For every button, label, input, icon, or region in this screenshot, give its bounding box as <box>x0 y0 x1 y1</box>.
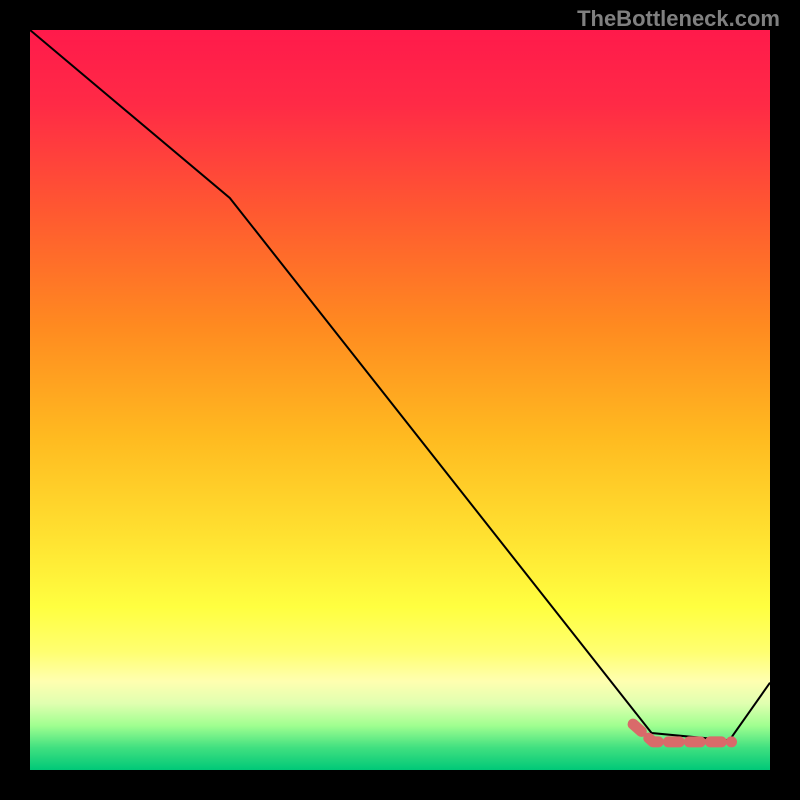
watermark-text: TheBottleneck.com <box>577 6 780 32</box>
chart-svg <box>30 30 770 770</box>
gradient-background <box>30 30 770 770</box>
chart-area <box>30 30 770 770</box>
